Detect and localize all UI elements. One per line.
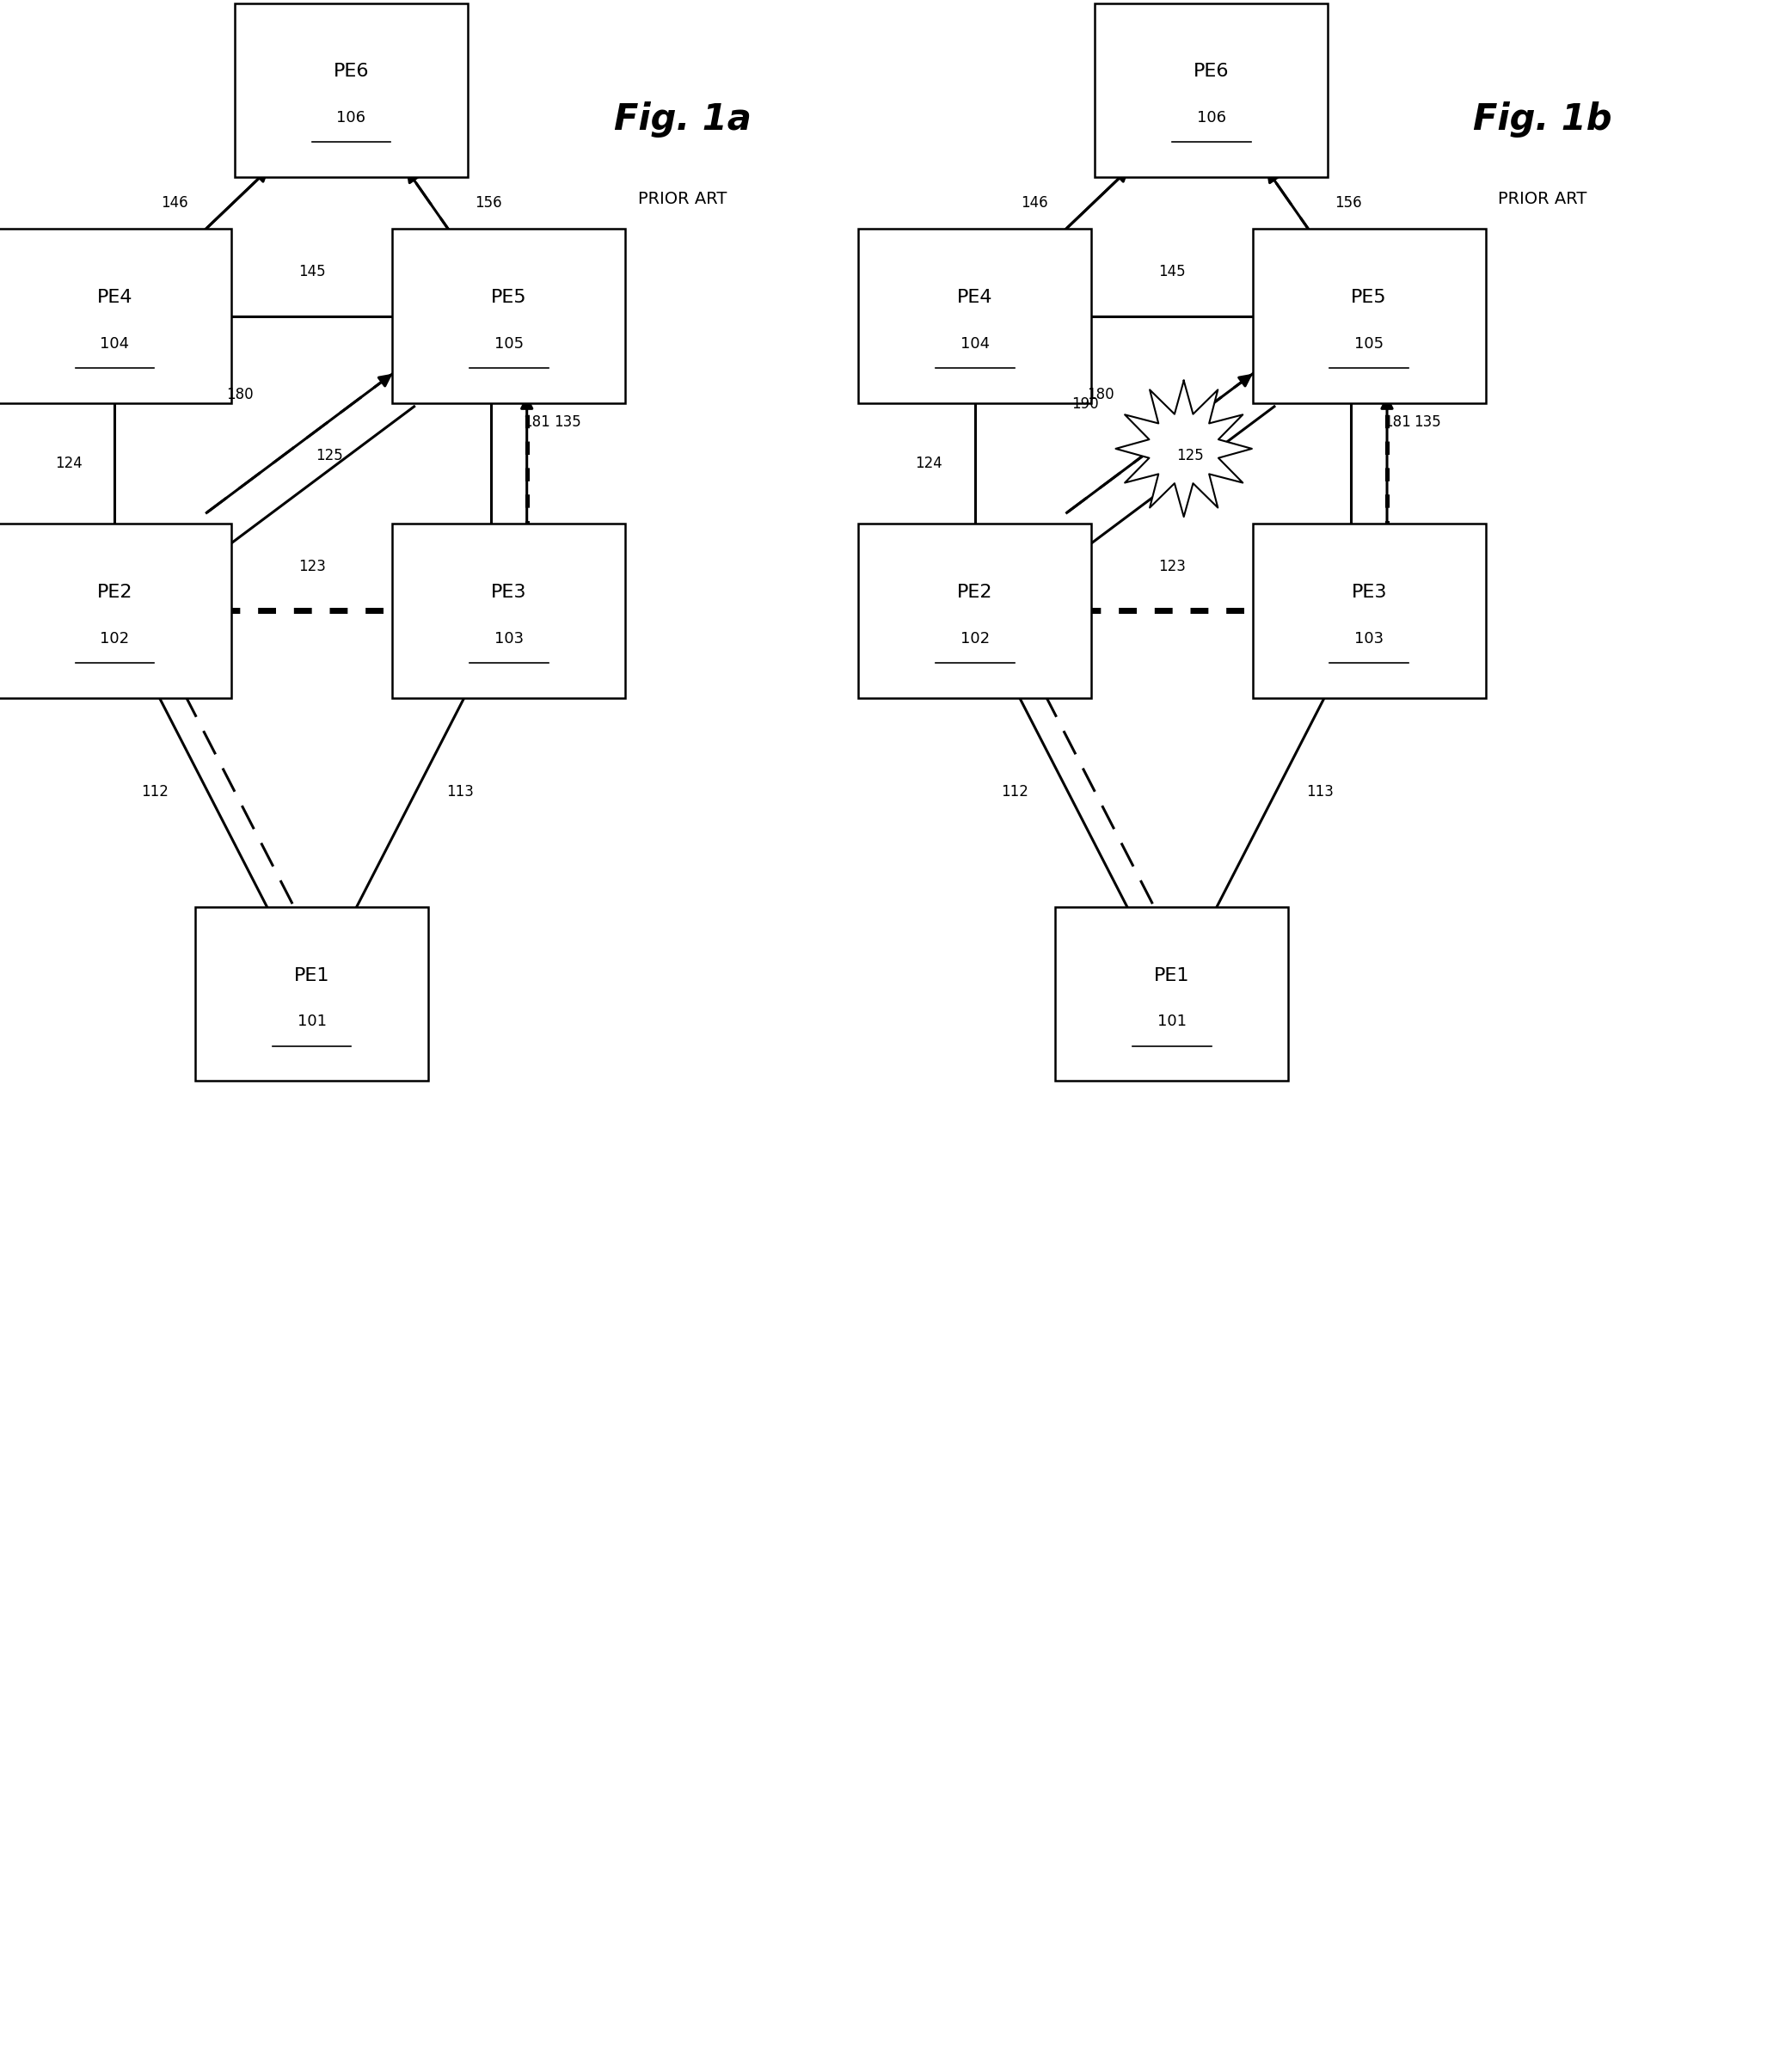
- Text: PE5: PE5: [491, 289, 527, 307]
- Text: 112: 112: [1002, 784, 1029, 800]
- Text: PE3: PE3: [1351, 583, 1387, 602]
- FancyBboxPatch shape: [392, 524, 625, 698]
- Text: Fig. 1b: Fig. 1b: [1473, 102, 1613, 137]
- FancyBboxPatch shape: [235, 2, 468, 178]
- Text: PE2: PE2: [957, 583, 993, 602]
- Text: 180: 180: [1086, 387, 1115, 401]
- Text: 101: 101: [1158, 1013, 1186, 1030]
- Text: 104: 104: [100, 336, 129, 352]
- Text: 181: 181: [1383, 416, 1410, 430]
- Text: PE1: PE1: [1154, 966, 1190, 985]
- Text: 106: 106: [1197, 111, 1226, 125]
- Text: 105: 105: [1355, 336, 1383, 352]
- Text: 124: 124: [916, 456, 943, 471]
- Polygon shape: [1116, 381, 1253, 516]
- Text: 156: 156: [475, 194, 502, 211]
- Text: Fig. 1a: Fig. 1a: [613, 102, 751, 137]
- Text: 103: 103: [495, 630, 523, 647]
- Text: 113: 113: [446, 784, 473, 800]
- FancyBboxPatch shape: [195, 907, 428, 1081]
- Text: 103: 103: [1355, 630, 1383, 647]
- Text: PE2: PE2: [97, 583, 133, 602]
- Text: 105: 105: [495, 336, 523, 352]
- Text: 145: 145: [297, 264, 326, 278]
- Text: PE6: PE6: [1193, 63, 1229, 80]
- Text: PE3: PE3: [491, 583, 527, 602]
- FancyBboxPatch shape: [858, 229, 1091, 403]
- FancyBboxPatch shape: [1095, 2, 1328, 178]
- Text: 112: 112: [142, 784, 168, 800]
- Text: PE6: PE6: [333, 63, 369, 80]
- Text: 135: 135: [554, 416, 581, 430]
- Text: 135: 135: [1414, 416, 1441, 430]
- Text: 125: 125: [315, 448, 344, 463]
- Text: 146: 146: [161, 194, 188, 211]
- Text: PE4: PE4: [957, 289, 993, 307]
- FancyBboxPatch shape: [0, 229, 231, 403]
- Text: PE1: PE1: [294, 966, 330, 985]
- FancyBboxPatch shape: [1253, 524, 1486, 698]
- FancyBboxPatch shape: [1055, 907, 1288, 1081]
- Text: 124: 124: [56, 456, 82, 471]
- Text: 113: 113: [1306, 784, 1333, 800]
- Text: 104: 104: [961, 336, 989, 352]
- Text: PE4: PE4: [97, 289, 133, 307]
- Text: 181: 181: [523, 416, 550, 430]
- FancyBboxPatch shape: [0, 524, 231, 698]
- Text: PE5: PE5: [1351, 289, 1387, 307]
- Text: PRIOR ART: PRIOR ART: [1498, 190, 1588, 207]
- Text: 102: 102: [961, 630, 989, 647]
- FancyBboxPatch shape: [858, 524, 1091, 698]
- Text: 146: 146: [1021, 194, 1048, 211]
- FancyBboxPatch shape: [392, 229, 625, 403]
- Text: 190: 190: [1072, 397, 1098, 411]
- Text: PRIOR ART: PRIOR ART: [638, 190, 728, 207]
- Text: 101: 101: [297, 1013, 326, 1030]
- Text: 180: 180: [226, 387, 254, 401]
- Text: 123: 123: [297, 559, 326, 573]
- FancyBboxPatch shape: [1253, 229, 1486, 403]
- Text: 125: 125: [1176, 448, 1204, 463]
- Text: 102: 102: [100, 630, 129, 647]
- Text: 156: 156: [1335, 194, 1362, 211]
- Text: 145: 145: [1158, 264, 1186, 278]
- Text: 106: 106: [337, 111, 366, 125]
- Text: 123: 123: [1158, 559, 1186, 573]
